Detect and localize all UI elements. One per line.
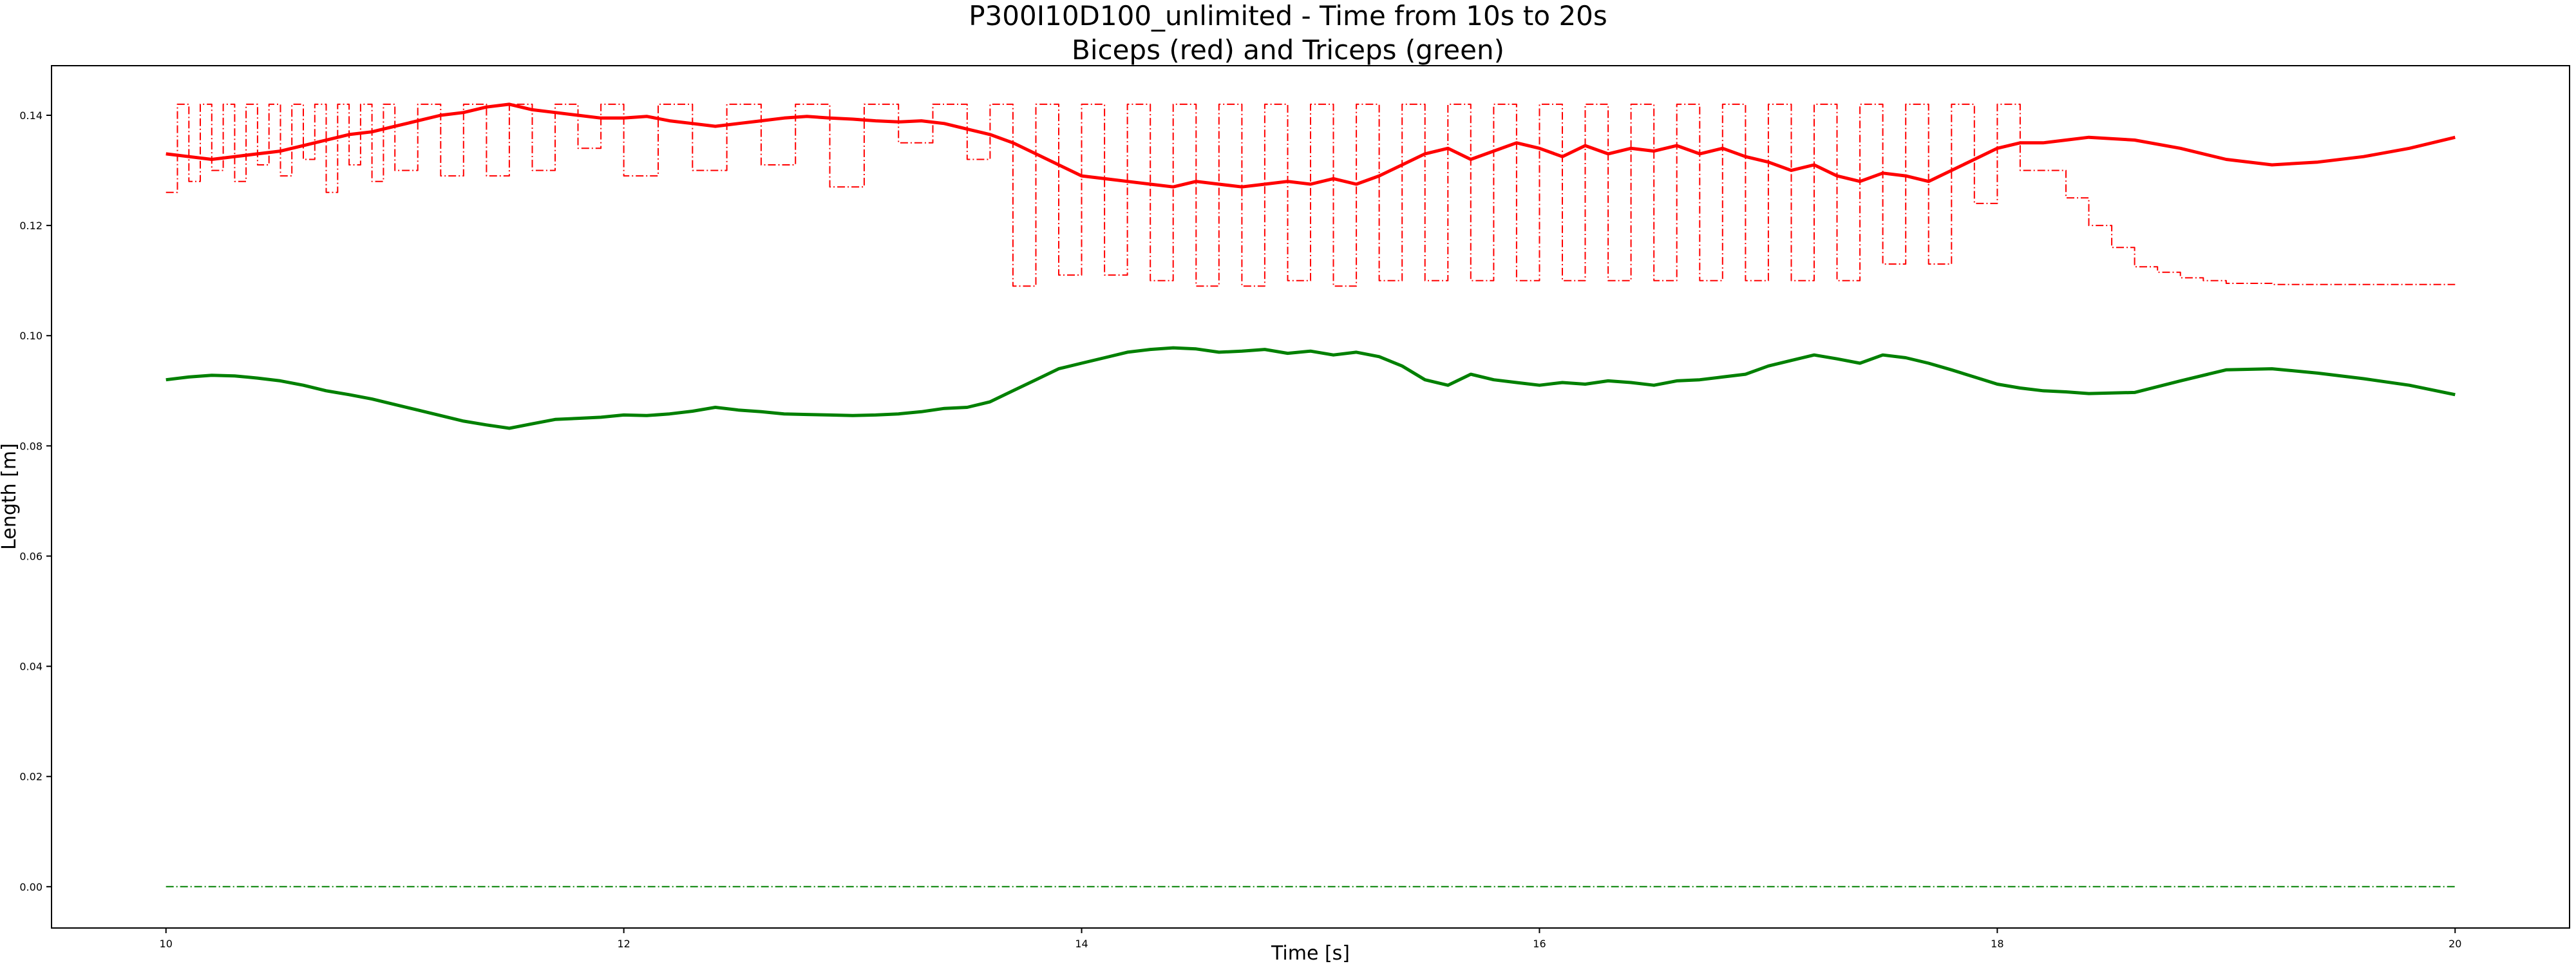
biceps-dashdot-series [166,103,2456,287]
y-tick-label: 0.10 [19,330,43,342]
series-layer [166,102,2456,887]
y-tick-label: 0.06 [19,550,43,562]
x-tick-label: 18 [1991,938,2003,950]
y-tick-label: 0.00 [19,881,43,893]
x-axis: 10 12 14 16 18 20 [160,928,2461,950]
chart-subtitle: Biceps (red) and Triceps (green) [1072,34,1504,66]
x-tick-label: 14 [1075,938,1088,950]
x-tick-label: 16 [1533,938,1546,950]
x-tick-label: 10 [160,938,173,950]
x-axis-label: Time [s] [1271,942,1350,965]
y-tick-label: 0.02 [19,771,43,783]
y-tick-label: 0.12 [19,220,43,232]
x-tick-label: 12 [617,938,630,950]
y-axis-label: Length [m] [0,443,21,550]
plot-frame [51,65,2570,929]
triceps-solid-series [166,346,2456,430]
chart-title: P300I10D100_unlimited - Time from 10s to… [969,0,1607,32]
y-axis: 0.00 0.02 0.04 0.06 0.08 0.10 0.12 0.14 [19,109,52,893]
y-tick-label: 0.14 [19,109,43,122]
x-tick-label: 20 [2448,938,2461,950]
y-tick-label: 0.08 [19,440,43,452]
y-tick-label: 0.04 [19,661,43,673]
